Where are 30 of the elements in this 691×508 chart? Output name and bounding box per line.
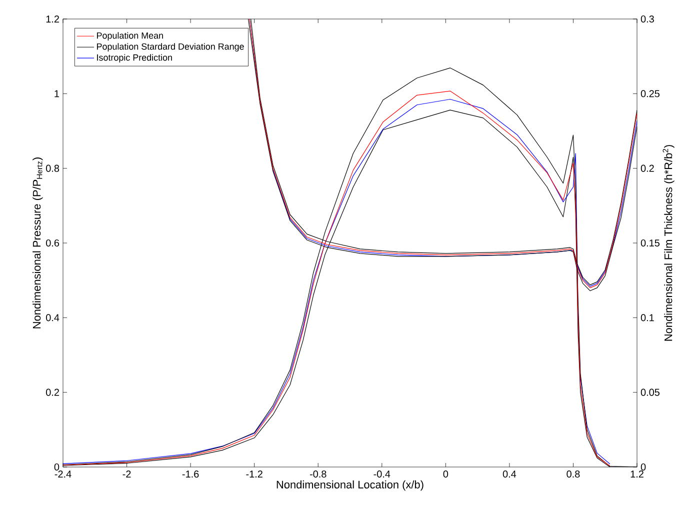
- legend-label: Isotropic Prediction: [97, 54, 172, 62]
- y2-tick-label: 0.1: [640, 314, 654, 322]
- y2-tick-label: 0.25: [640, 90, 660, 98]
- y-tick-label: 1: [54, 90, 59, 98]
- x-axis-title: Nondimensional Location (x/b): [276, 480, 424, 491]
- y2-tick-label: 0.2: [640, 164, 654, 172]
- y2-tick-label: 0.05: [640, 388, 660, 396]
- x-tick-label: 0.4: [502, 470, 516, 478]
- x-tick-label: 1.2: [630, 470, 644, 478]
- y-tick-label: 1.2: [46, 16, 59, 22]
- y2-tick-label: 0: [640, 463, 646, 471]
- y-tick-label: 0: [54, 463, 60, 471]
- x-tick-label: -2: [122, 470, 131, 478]
- y-tick-label: 0.6: [46, 239, 60, 247]
- y-tick-label: 0.2: [46, 388, 59, 396]
- x-tick-label: -1.6: [182, 470, 199, 478]
- x-tick-label: -0.4: [374, 470, 390, 478]
- x-tick-label: -0.8: [310, 470, 326, 478]
- x-tick-label: -2.4: [54, 470, 72, 478]
- x-tick-label: -1.2: [246, 470, 262, 478]
- y-axis-title: Nondimensional Pressure (P/P$_{Hertz}$): [32, 158, 43, 328]
- y-tick-label: 0.8: [46, 164, 60, 172]
- y-tick-label: 0.4: [46, 314, 60, 322]
- legend-label: Population Mean: [97, 32, 163, 40]
- y2-tick-label: 0.15: [640, 239, 660, 247]
- x-tick-label: 0: [443, 470, 448, 478]
- y2-tick-label: 0.3: [640, 15, 654, 23]
- y2-axis-title: Nondimensional Film Thickness (h*R/b$^{2}$): [662, 145, 674, 341]
- x-tick-label: 0.8: [566, 470, 580, 478]
- legend-label: Population Stardard Deviation Range: [97, 43, 244, 52]
